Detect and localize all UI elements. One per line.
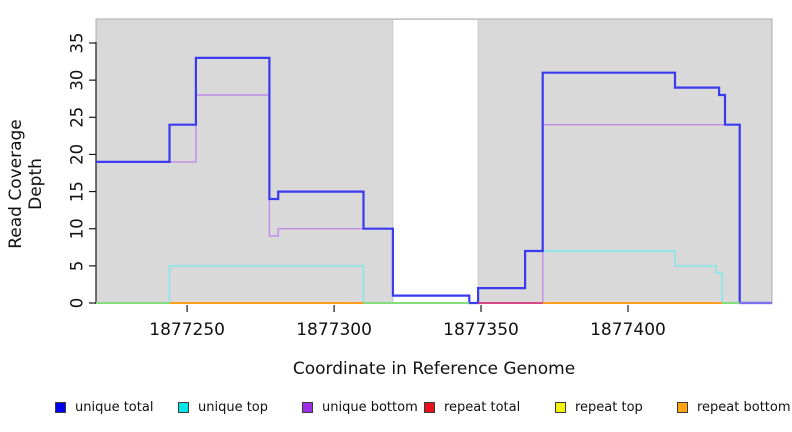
y-tick-label: 5 [68, 261, 87, 272]
x-axis-title: Coordinate in Reference Genome [292, 359, 576, 379]
y-tick-label: 20 [68, 144, 87, 165]
x-tick-label: 1877250 [149, 320, 225, 340]
y-tick-label: 30 [68, 70, 87, 91]
legend-label: repeat bottom [697, 399, 791, 415]
legend-label: unique total [75, 399, 154, 415]
x-tick-label: 1877350 [443, 320, 519, 340]
y-tick-label: 35 [68, 33, 87, 54]
legend-label: repeat top [575, 399, 643, 415]
legend-label: unique top [198, 399, 269, 415]
coverage-gap-region [392, 20, 479, 303]
legend-item-repeat-top: repeat top [555, 399, 643, 415]
y-axis-title: Read Coverage Depth [6, 119, 46, 249]
y-tick-label: 10 [68, 218, 87, 239]
legend-swatch-unique-top [178, 401, 189, 413]
x-tick-label: 1877300 [296, 320, 372, 340]
legend-swatch-unique-total [55, 401, 66, 413]
legend-label: unique bottom [322, 399, 418, 415]
x-tick-label: 1877400 [590, 320, 666, 340]
legend-swatch-repeat-total [424, 401, 435, 413]
legend-swatch-unique-bottom [302, 401, 313, 413]
y-tick-label: 0 [68, 298, 87, 309]
legend-item-repeat-total: repeat total [424, 399, 521, 415]
legend-item-repeat-bottom: repeat bottom [677, 399, 791, 415]
y-tick-label: 15 [68, 181, 87, 202]
series-line-unique-total [96, 56, 772, 305]
legend-swatch-repeat-bottom [677, 401, 688, 413]
y-tick-label: 25 [68, 107, 87, 128]
legend-item-unique-bottom: unique bottom [302, 399, 418, 415]
legend-swatch-repeat-top [555, 401, 566, 413]
legend-label: repeat total [444, 399, 521, 415]
legend-item-unique-top: unique top [178, 399, 269, 415]
legend-item-unique-total: unique total [55, 399, 154, 415]
